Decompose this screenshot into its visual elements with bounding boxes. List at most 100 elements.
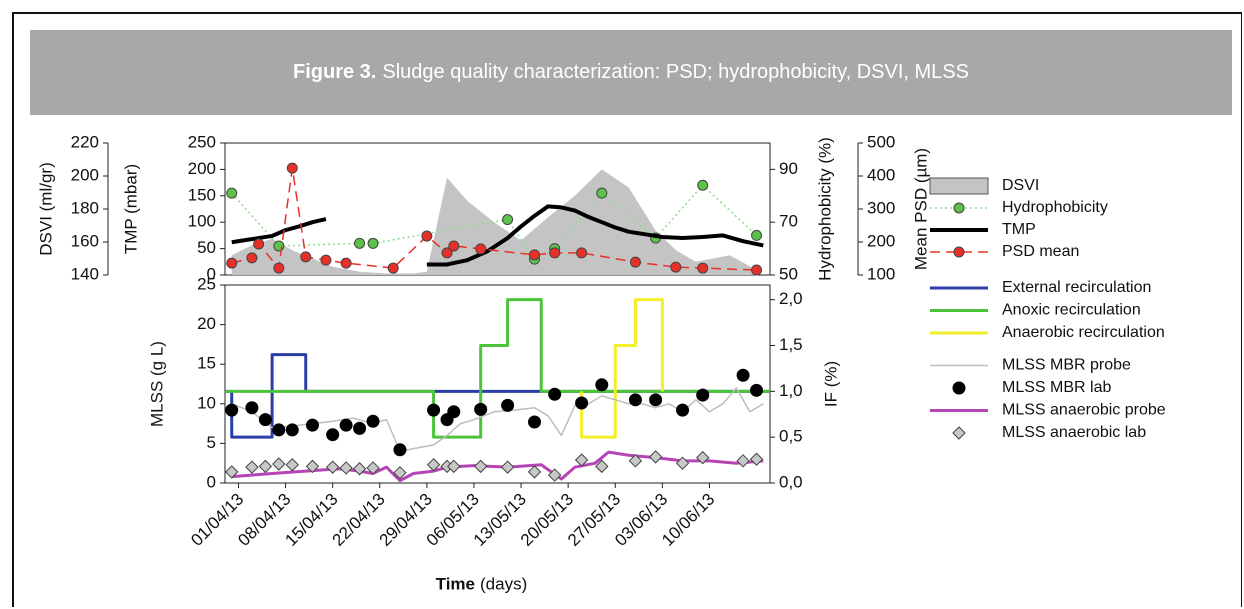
point: [421, 230, 433, 242]
point: [393, 465, 407, 480]
y-tick-label: 160: [71, 231, 99, 250]
point: [529, 249, 541, 261]
legend-symbol: [953, 246, 965, 258]
y-tick-label: 50: [779, 264, 798, 283]
point: [352, 462, 367, 476]
axis-title: IF (%): [821, 361, 840, 407]
y-tick-label: 0,5: [779, 427, 803, 446]
line: [231, 204, 764, 267]
point: [273, 262, 285, 274]
legend-symbol: [929, 177, 989, 195]
legend-label: Hydrophobicity: [1002, 199, 1108, 216]
y-tick-label: 220: [71, 132, 99, 151]
legend-label: PSD mean: [1002, 243, 1079, 260]
figure-label: Figure 3.: [293, 61, 377, 83]
legend-symbol: [952, 381, 966, 395]
legend-label: DSVI: [1002, 177, 1039, 194]
point: [749, 452, 764, 466]
point: [528, 415, 542, 429]
point: [305, 459, 320, 474]
point: [340, 257, 352, 269]
legend-label: MLSS anaerobic lab: [1002, 424, 1146, 441]
point: [426, 458, 441, 472]
point: [628, 454, 643, 468]
y-tick-label: 50: [197, 238, 216, 257]
point: [474, 402, 488, 416]
point: [353, 421, 367, 435]
y-tick-label: 90: [779, 159, 798, 178]
point: [575, 396, 589, 410]
point: [547, 468, 562, 482]
point: [285, 423, 299, 437]
y-tick-label: 100: [867, 264, 895, 283]
y-tick-label: 200: [188, 159, 216, 178]
y-tick-label: 250: [188, 132, 216, 151]
point: [696, 388, 710, 402]
legend-label: Anoxic recirculation: [1002, 302, 1141, 319]
y-tick-label: 5: [207, 433, 216, 452]
point: [697, 179, 709, 191]
point: [447, 459, 461, 474]
point: [339, 418, 353, 432]
point: [245, 401, 259, 415]
y-tick-label: 0,0: [779, 472, 803, 491]
point: [354, 237, 366, 249]
legend-label: MLSS anaerobic probe: [1002, 402, 1166, 419]
point: [225, 465, 239, 479]
point: [750, 383, 764, 397]
point: [649, 393, 663, 407]
y-tick-label: 1,5: [779, 335, 803, 354]
y-tick-label: 70: [779, 212, 798, 231]
y-tick-label: 200: [867, 231, 895, 250]
point: [670, 261, 682, 273]
point: [225, 403, 239, 417]
axis-title: DSVI (ml/gr): [36, 162, 55, 256]
y-tick-label: 0: [207, 264, 216, 283]
axis-title: Hydrophobicity (%): [815, 137, 834, 281]
y-tick-label: 500: [867, 132, 895, 151]
line: [231, 167, 757, 271]
point: [629, 256, 641, 268]
point: [387, 262, 399, 274]
legend-label: Anaerobic recirculation: [1002, 324, 1165, 341]
point: [339, 461, 353, 475]
y-tick-label: 180: [71, 198, 99, 217]
legend-label: MLSS MBR probe: [1002, 357, 1131, 374]
point: [501, 398, 515, 412]
point: [441, 247, 453, 259]
y-tick-label: 140: [71, 264, 99, 283]
x-axis-title: Time: [436, 574, 475, 593]
y-tick-label: 15: [197, 354, 216, 373]
point: [628, 393, 642, 407]
point: [367, 237, 379, 249]
point: [574, 453, 589, 467]
point: [300, 251, 312, 263]
point: [676, 403, 690, 417]
point: [245, 460, 259, 474]
line: [225, 353, 770, 439]
point: [595, 459, 609, 474]
y-tick-label: 20: [197, 314, 216, 333]
y-tick-label: 100: [188, 212, 216, 231]
axis-title: MLSS (g L): [147, 341, 166, 427]
area: [231, 169, 757, 275]
point: [595, 378, 609, 392]
point: [596, 187, 608, 199]
point: [253, 238, 265, 250]
y-tick-label: 25: [197, 274, 216, 293]
caption-bar: Figure 3. Sludge quality characterizatio…: [30, 30, 1232, 115]
legend-label: MLSS MBR lab: [1002, 379, 1111, 396]
point: [272, 423, 286, 437]
point: [393, 443, 407, 457]
point: [366, 414, 380, 428]
point: [320, 254, 332, 266]
point: [697, 262, 709, 274]
frame: [12, 12, 1242, 607]
point: [226, 257, 238, 269]
point: [473, 459, 488, 474]
point: [751, 229, 763, 241]
point: [246, 252, 258, 264]
point: [736, 368, 750, 382]
